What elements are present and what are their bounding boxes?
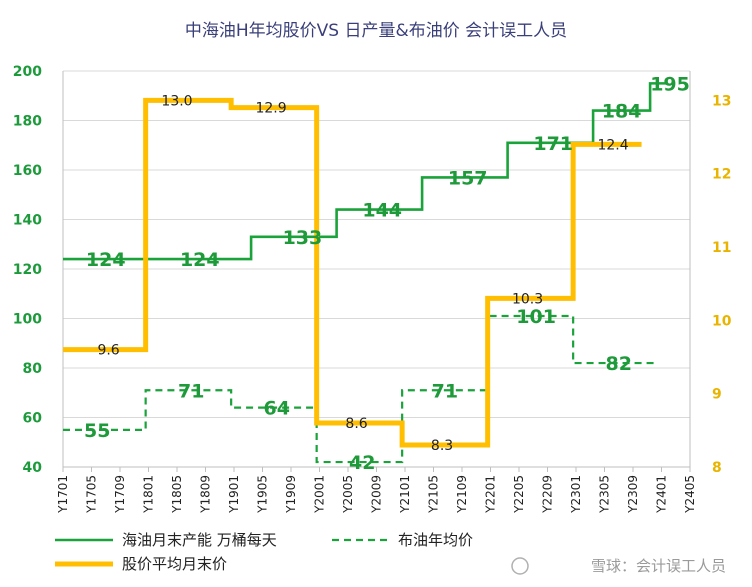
data-label-series-2: 8.6 bbox=[345, 416, 367, 432]
data-label-series-0: 124 bbox=[86, 249, 126, 271]
data-label-series-0: 144 bbox=[362, 200, 402, 222]
data-label-series-1: 42 bbox=[349, 452, 375, 474]
y-right-tick-label: 11 bbox=[712, 240, 731, 256]
x-tick-label: Y2001 bbox=[313, 475, 327, 514]
x-tick-label: Y1805 bbox=[170, 475, 184, 514]
y-right-tick-label: 9 bbox=[712, 387, 722, 403]
y-right-tick-label: 13 bbox=[712, 93, 731, 109]
x-tick-label: Y2401 bbox=[655, 475, 669, 514]
x-tick-label: Y1705 bbox=[85, 475, 99, 514]
data-label-series-2: 12.9 bbox=[255, 101, 286, 117]
watermark-logo-icon bbox=[511, 557, 529, 575]
y-right-tick-label: 12 bbox=[712, 167, 731, 183]
chart-title: 中海油H年均股价VS 日产量&布油价 会计误工人员 bbox=[185, 21, 567, 41]
y-left-tick-label: 60 bbox=[23, 411, 43, 427]
y-left-tick-label: 100 bbox=[13, 312, 42, 328]
y-left-tick-label: 120 bbox=[13, 262, 42, 278]
series-group bbox=[63, 82, 668, 464]
x-tick-label: Y2305 bbox=[598, 475, 612, 514]
y-right-tick-label: 8 bbox=[712, 460, 722, 476]
series-line-1 bbox=[63, 314, 656, 464]
data-label-series-2: 10.3 bbox=[512, 291, 543, 307]
data-label-series-0: 133 bbox=[283, 227, 323, 249]
x-tick-label: Y2309 bbox=[626, 475, 640, 514]
y-left-tick-label: 40 bbox=[23, 460, 43, 476]
legend-label-2: 股价平均月末价 bbox=[122, 555, 227, 573]
y-left-tick-label: 200 bbox=[13, 64, 42, 80]
legend-label-0: 海油月末产能 万桶每天 bbox=[122, 531, 277, 549]
x-tick-label: Y2109 bbox=[455, 475, 469, 514]
watermark-group: 雪球：会计误工人员 bbox=[511, 557, 726, 575]
x-tick-label: Y2101 bbox=[398, 475, 412, 514]
x-tick-label: Y1905 bbox=[256, 475, 270, 514]
data-label-series-1: 71 bbox=[178, 380, 204, 402]
x-tick-label: Y1801 bbox=[142, 475, 156, 514]
x-tick-label: Y2009 bbox=[370, 475, 384, 514]
data-label-series-2: 8.3 bbox=[431, 438, 453, 454]
y-left-tick-label: 180 bbox=[13, 114, 42, 130]
x-tick-label: Y2209 bbox=[541, 475, 555, 514]
data-label-series-2: 13.0 bbox=[161, 93, 192, 109]
data-label-series-1: 101 bbox=[516, 306, 556, 328]
data-label-series-0: 171 bbox=[533, 133, 573, 155]
y-axis-right: 8 9 10 11 12 13 bbox=[712, 93, 732, 476]
data-label-series-0: 184 bbox=[602, 101, 642, 123]
y-right-tick-label: 10 bbox=[712, 313, 732, 329]
data-label-series-1: 82 bbox=[606, 353, 632, 375]
data-label-series-1: 55 bbox=[84, 420, 110, 442]
x-tick-label: Y2201 bbox=[484, 475, 498, 514]
x-tick-label: Y1809 bbox=[199, 475, 213, 514]
x-tick-label: Y2405 bbox=[683, 475, 697, 514]
x-tick-label: Y2105 bbox=[427, 475, 441, 514]
data-label-series-2: 12.4 bbox=[597, 137, 628, 153]
data-label-series-0: 195 bbox=[650, 73, 690, 95]
y-left-tick-label: 80 bbox=[23, 361, 43, 377]
data-label-series-0: 124 bbox=[180, 249, 220, 271]
data-label-series-1: 71 bbox=[432, 380, 458, 402]
x-tick-label: Y1709 bbox=[113, 475, 127, 514]
x-tick-label: Y2005 bbox=[341, 475, 355, 514]
y-left-tick-label: 140 bbox=[13, 213, 42, 229]
x-tick-label: Y1701 bbox=[56, 475, 70, 514]
gridlines bbox=[62, 70, 691, 468]
y-axis-left: 40 60 80 100 120 140 160 180 200 bbox=[13, 64, 42, 476]
y-left-tick-label: 160 bbox=[13, 163, 42, 179]
data-label-series-2: 9.6 bbox=[97, 343, 119, 359]
series-line-2 bbox=[63, 97, 642, 448]
x-axis: Y1701 Y1705 Y1709 Y1801 Y1805 Y1809 Y1901 Y1905… bbox=[56, 467, 697, 514]
x-tick-label: Y2301 bbox=[569, 475, 583, 514]
data-label-series-1: 64 bbox=[264, 398, 290, 420]
watermark-text: 雪球：会计误工人员 bbox=[591, 557, 726, 575]
x-tick-label: Y2205 bbox=[512, 475, 526, 514]
data-label-series-0: 157 bbox=[448, 167, 488, 189]
data-labels-group: 124 124 133 144 157 171 184 195 55 71 64 42 71 101 82 9… bbox=[84, 73, 690, 474]
legend-label-1: 布油年均价 bbox=[398, 531, 473, 549]
x-tick-label: Y1901 bbox=[227, 475, 241, 514]
x-tick-label: Y1909 bbox=[284, 475, 298, 514]
series-line-0 bbox=[63, 82, 668, 261]
